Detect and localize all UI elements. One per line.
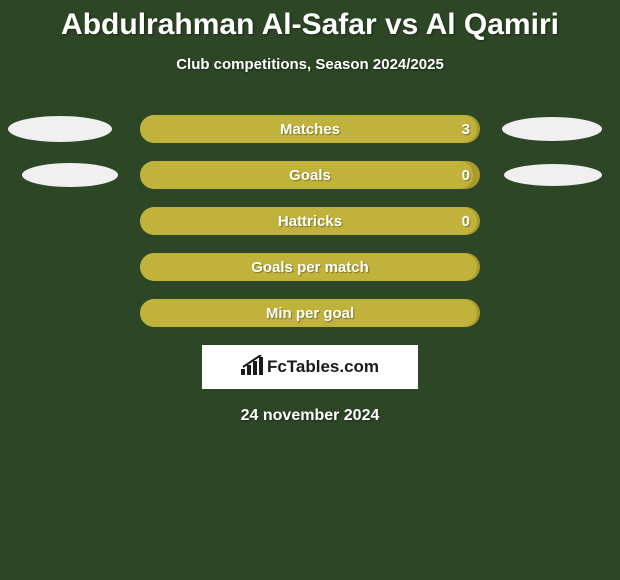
stat-row: Min per goal <box>0 299 620 327</box>
stat-row: Matches3 <box>0 115 620 143</box>
stat-bar: Goals per match <box>140 253 480 281</box>
player-ellipse-right <box>504 164 602 186</box>
stat-bar: Hattricks0 <box>140 207 480 235</box>
stat-bar-value: 0 <box>462 207 470 235</box>
stat-bar-label: Matches <box>140 115 480 143</box>
player-ellipse-left <box>22 163 118 187</box>
stat-bar-value: 3 <box>462 115 470 143</box>
brand-icon <box>241 355 265 380</box>
stat-rows: Matches3Goals0Hattricks0Goals per matchM… <box>0 115 620 327</box>
stat-row: Hattricks0 <box>0 207 620 235</box>
date-text: 24 november 2024 <box>0 407 620 425</box>
stat-row: Goals per match <box>0 253 620 281</box>
stat-bar: Min per goal <box>140 299 480 327</box>
stat-bar-label: Hattricks <box>140 207 480 235</box>
stat-bar-label: Min per goal <box>140 299 480 327</box>
page-title: Abdulrahman Al-Safar vs Al Qamiri <box>0 0 620 42</box>
stat-bar: Goals0 <box>140 161 480 189</box>
page-subtitle: Club competitions, Season 2024/2025 <box>0 56 620 73</box>
player-ellipse-right <box>502 117 602 141</box>
stat-row: Goals0 <box>0 161 620 189</box>
stat-bar-label: Goals <box>140 161 480 189</box>
player-ellipse-left <box>8 116 112 142</box>
brand-box: FcTables.com <box>202 345 418 389</box>
stat-bar: Matches3 <box>140 115 480 143</box>
brand-text: FcTables.com <box>267 357 379 377</box>
stat-bar-label: Goals per match <box>140 253 480 281</box>
stat-bar-value: 0 <box>462 161 470 189</box>
